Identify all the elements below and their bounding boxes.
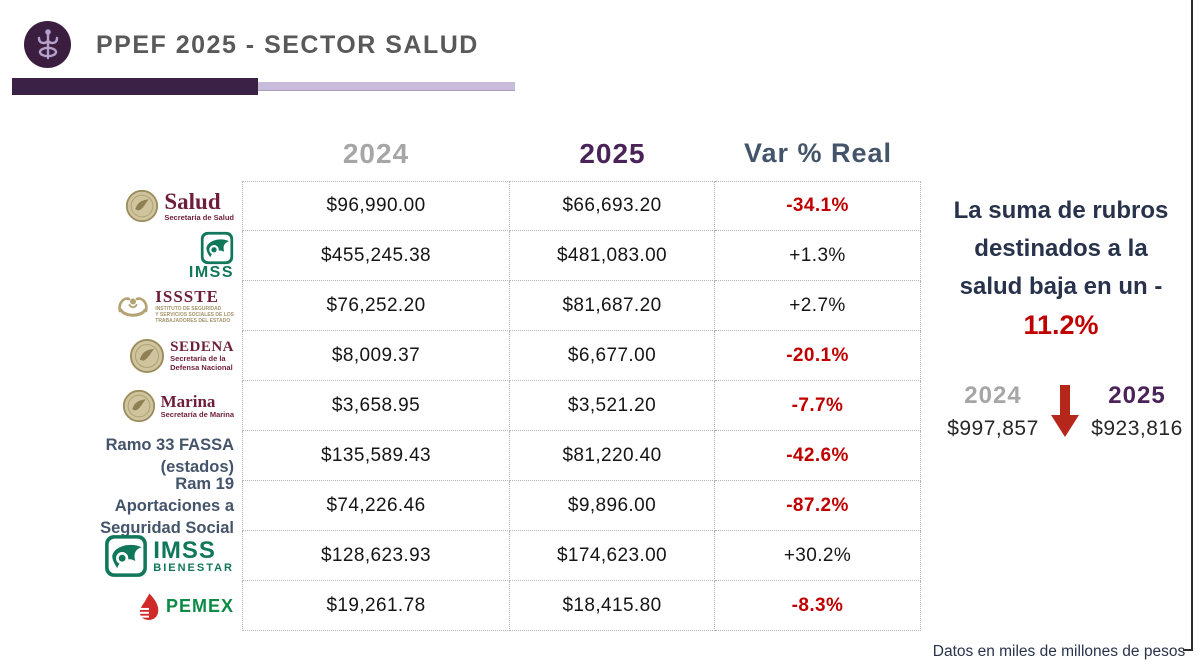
value-2024: $76,252.20 [242,281,510,331]
value-var: -42.6% [715,431,921,481]
imss-bienestar-wordmark: IMSS [153,536,216,564]
row-label-text: Ramo 33 FASSA (estados) [105,435,234,476]
value-2024: $19,261.78 [242,581,510,631]
row-label-text-6: Ram 19 Aportaciones a Seguridad Social [98,475,242,538]
summary-callout: La suma de rubros destinados a la salud … [933,192,1189,346]
row-label-salud: Salud Secretaría de Salud [98,181,242,231]
units-footnote: Datos en miles de millones de pesos [932,643,1186,660]
caduceus-icon [24,21,71,68]
column-header-2024: 2024 [342,137,410,169]
right-edge-line-foot [1183,649,1193,651]
summary-text: La suma de rubros destinados a la salud … [953,197,1169,300]
pemex-wordmark: PEMEX [165,595,234,616]
value-2025: $3,521.20 [510,381,715,431]
gold-seal-icon [130,338,165,374]
value-var: +1.3% [715,231,921,281]
sedena-wordmark: SEDENA [170,338,234,355]
salud-wordmark: Salud [164,188,221,214]
right-edge-line [1191,0,1193,651]
totals-comparison: 2024 2025 $997,857 $923,816 [940,378,1190,444]
budget-table: 2024 2025 Var % Real Salud Secretaría de … [98,131,921,631]
issste-wordmark: ISSSTE [155,287,219,307]
column-header-2025: 2025 [579,137,646,169]
row-label-pemex: PEMEX [98,581,242,631]
totals-year-2025: 2025 [1108,382,1166,409]
value-var: +2.7% [715,281,921,331]
value-var: +30.2% [715,531,921,581]
value-2024: $3,658.95 [242,381,510,431]
total-2025-value: $923,816 [1091,417,1183,440]
row-label-imss-bienestar: IMSS BIENESTAR [98,531,242,581]
imss-wordmark: IMSS [188,263,234,281]
value-var: -87.2% [715,481,921,531]
issste-hands-icon [118,297,148,317]
pemex-drop-icon [137,593,159,620]
value-2025: $481,083.00 [510,231,715,281]
row-label-text-5: Ramo 33 FASSA (estados) [98,431,242,481]
gold-seal-icon [122,389,155,423]
value-2025: $18,415.80 [510,581,715,631]
row-label-imss: IMSS [98,231,242,281]
sedena-subtitle: Secretaría de la Defensa Nacional [170,354,233,372]
imss-eagle-icon [105,535,148,577]
value-2024: $135,589.43 [242,431,510,481]
value-2025: $81,220.40 [510,431,715,481]
summary-percentage: 11.2% [1023,310,1099,340]
accent-bar-dark [12,78,258,95]
row-label-text: Ram 19 Aportaciones a Seguridad Social [100,474,234,538]
page-title: PPEF 2025 - SECTOR SALUD [96,31,479,59]
totals-year-2024: 2024 [964,382,1022,409]
value-var: -7.7% [715,381,921,431]
value-2025: $6,677.00 [510,331,715,381]
row-label-marina: Marina Secretaría de Marina [98,381,242,431]
value-2025: $66,693.20 [510,181,715,231]
issste-subtitle: INSTITUTO DE SEGURIDAD Y SERVICIOS SOCIA… [155,305,234,324]
column-header-empty [98,131,242,176]
row-label-sedena: SEDENA Secretaría de la Defensa Nacional [98,331,242,381]
down-arrow-icon [1046,384,1084,438]
value-2025: $81,687.20 [510,281,715,331]
salud-subtitle: Secretaría de Salud [164,212,234,222]
value-2025: $9,896.00 [510,481,715,531]
value-2024: $74,226.46 [242,481,510,531]
value-2024: $96,990.00 [242,181,510,231]
imss-eagle-icon [200,231,234,264]
value-2024: $455,245.38 [242,231,510,281]
value-var: -20.1% [715,331,921,381]
accent-bar-light [258,82,515,90]
total-2024-value: $997,857 [947,417,1039,440]
value-2024: $8,009.37 [242,331,510,381]
value-var: -8.3% [715,581,921,631]
value-2024: $128,623.93 [242,531,510,581]
gold-seal-icon [126,189,159,223]
imss-bienestar-subtitle: BIENESTAR [153,561,234,574]
value-2025: $174,623.00 [510,531,715,581]
column-header-var: Var % Real [743,138,893,168]
value-var: -34.1% [715,181,921,231]
marina-wordmark: Marina [160,391,216,411]
row-label-issste: ISSSTE INSTITUTO DE SEGURIDAD Y SERVICIOS… [98,281,242,331]
marina-subtitle: Secretaría de Marina [160,409,234,419]
